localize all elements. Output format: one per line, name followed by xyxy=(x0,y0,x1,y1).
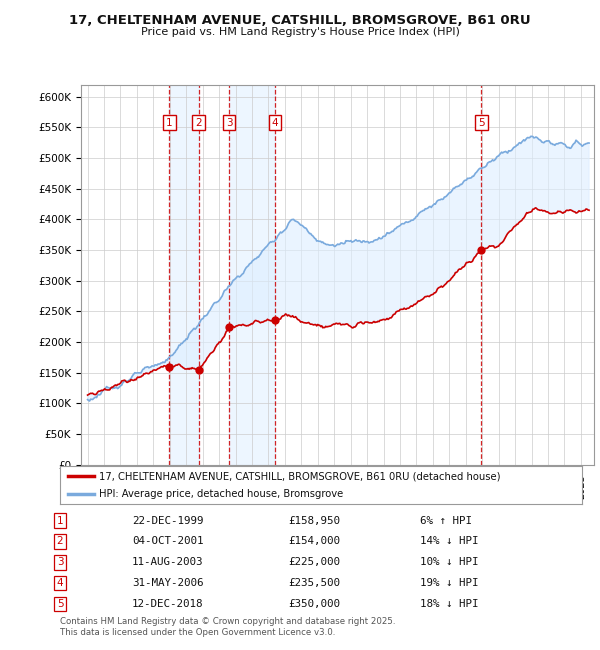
Text: 18% ↓ HPI: 18% ↓ HPI xyxy=(420,599,479,609)
Text: 3: 3 xyxy=(56,557,64,567)
Text: Price paid vs. HM Land Registry's House Price Index (HPI): Price paid vs. HM Land Registry's House … xyxy=(140,27,460,37)
Text: 17, CHELTENHAM AVENUE, CATSHILL, BROMSGROVE, B61 0RU: 17, CHELTENHAM AVENUE, CATSHILL, BROMSGR… xyxy=(69,14,531,27)
Text: 12-DEC-2018: 12-DEC-2018 xyxy=(132,599,203,609)
Text: £235,500: £235,500 xyxy=(288,578,340,588)
Bar xyxy=(169,84,199,465)
Text: £154,000: £154,000 xyxy=(288,536,340,547)
Text: 5: 5 xyxy=(56,599,64,609)
Text: £225,000: £225,000 xyxy=(288,557,340,567)
Text: 3: 3 xyxy=(226,118,232,127)
Text: 2: 2 xyxy=(195,118,202,127)
Text: 22-DEC-1999: 22-DEC-1999 xyxy=(132,515,203,526)
Text: 4: 4 xyxy=(272,118,278,127)
Text: £350,000: £350,000 xyxy=(288,599,340,609)
Bar xyxy=(229,84,275,465)
Text: £158,950: £158,950 xyxy=(288,515,340,526)
Text: 2: 2 xyxy=(56,536,64,547)
Text: 19% ↓ HPI: 19% ↓ HPI xyxy=(420,578,479,588)
Text: 5: 5 xyxy=(478,118,485,127)
Text: 1: 1 xyxy=(56,515,64,526)
Text: 04-OCT-2001: 04-OCT-2001 xyxy=(132,536,203,547)
Text: HPI: Average price, detached house, Bromsgrove: HPI: Average price, detached house, Brom… xyxy=(99,489,343,499)
Text: Contains HM Land Registry data © Crown copyright and database right 2025.
This d: Contains HM Land Registry data © Crown c… xyxy=(60,618,395,637)
Text: 6% ↑ HPI: 6% ↑ HPI xyxy=(420,515,472,526)
Text: 10% ↓ HPI: 10% ↓ HPI xyxy=(420,557,479,567)
Text: 11-AUG-2003: 11-AUG-2003 xyxy=(132,557,203,567)
Text: 1: 1 xyxy=(166,118,173,127)
Text: 31-MAY-2006: 31-MAY-2006 xyxy=(132,578,203,588)
Text: 17, CHELTENHAM AVENUE, CATSHILL, BROMSGROVE, B61 0RU (detached house): 17, CHELTENHAM AVENUE, CATSHILL, BROMSGR… xyxy=(99,471,500,481)
Text: 4: 4 xyxy=(56,578,64,588)
Text: 14% ↓ HPI: 14% ↓ HPI xyxy=(420,536,479,547)
